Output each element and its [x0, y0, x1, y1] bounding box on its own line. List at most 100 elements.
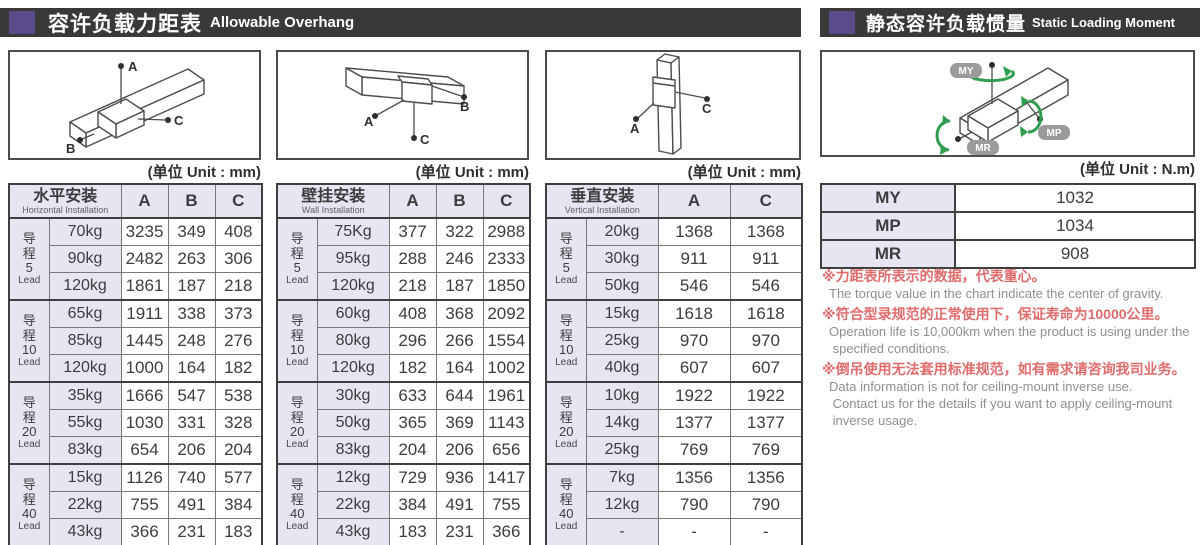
- header-accent-square: [9, 11, 35, 34]
- value-cell: 656: [482, 436, 531, 465]
- value-cell: 1368: [657, 217, 731, 246]
- table-row: 导程 40 Lead 15kg 1126 740 577: [8, 463, 263, 545]
- wall-installation-diagram: A B C: [276, 50, 529, 160]
- load-cell: 95kg: [316, 245, 390, 273]
- moment-table: MY 1032 MP 1034 MR 908: [820, 183, 1196, 269]
- rail-drawing: [69, 68, 205, 148]
- installation-table: 水平安装 Horizontal Installation A B C 导程 5 Lead 70k…: [8, 183, 264, 545]
- table-row: 导程 10 Lead 15kg 1618 1618: [545, 299, 803, 383]
- table-row: 43kg 366 231 183: [9, 518, 263, 545]
- load-cell: 70kg: [48, 217, 122, 246]
- lead-zh-char: 导: [290, 231, 304, 246]
- value-cell: 1961: [482, 381, 531, 410]
- value-cell: 1922: [729, 381, 803, 410]
- table-row: 80kg 296 266 1554: [277, 327, 531, 355]
- value-cell: 373: [214, 299, 263, 328]
- static-moment-table: MY 1032 MP 1034 MR 908: [820, 183, 1196, 269]
- column-header: A: [388, 183, 437, 219]
- header-accent-square: [829, 11, 855, 34]
- lead-zh-char: 导: [290, 313, 304, 328]
- table-header-row: 垂直安装 Vertical Installation A C: [545, 183, 803, 219]
- value-cell: 546: [657, 272, 731, 301]
- installation-name-en: Wall Installation: [301, 204, 365, 215]
- load-cell: 50kg: [316, 409, 390, 437]
- lead-en: Lead: [18, 521, 41, 532]
- note-item: ※力距表所表示的数据，代表重心。 The torque value in the …: [822, 267, 1198, 302]
- value-cell: 547: [167, 381, 216, 410]
- lead-zh-char: 程: [22, 246, 36, 261]
- load-cell: 43kg: [48, 518, 122, 545]
- load-cell: 40kg: [585, 354, 659, 383]
- lead-cell: 导程 5 Lead: [276, 217, 318, 301]
- horizontal-installation-drawing: A B C: [66, 59, 205, 156]
- value-cell: 331: [167, 409, 216, 437]
- lead-zh-char: 导: [22, 477, 36, 492]
- value-cell: 377: [388, 217, 437, 246]
- value-cell: 164: [167, 354, 216, 383]
- static-moment-drawing: MY MP MR: [935, 62, 1070, 155]
- lead-value: 20: [290, 424, 305, 439]
- lead-zh-char: 导: [559, 313, 573, 328]
- installation-name-zh: 水平安装: [33, 187, 98, 205]
- value-cell: 911: [657, 245, 731, 273]
- lead-cell: 导程 5 Lead: [8, 217, 50, 301]
- table-row: 导程 10 Lead 65kg 1911 338 373: [8, 299, 263, 383]
- value-cell: 263: [167, 245, 216, 273]
- value-cell: 368: [435, 299, 484, 328]
- value-cell: 1417: [482, 463, 531, 492]
- note-item: ※倒吊使用无法套用标准规范，如有需求请咨询我司业务。 Data informati…: [822, 360, 1198, 429]
- lead-zh-char: 导: [22, 231, 36, 246]
- value-cell: 266: [435, 327, 484, 355]
- load-cell: 55kg: [48, 409, 122, 437]
- dimension-lines: [637, 91, 706, 119]
- value-cell: 538: [214, 381, 263, 410]
- value-cell: 164: [435, 354, 484, 383]
- value-cell: 408: [214, 217, 263, 246]
- static-moment-diagram: MY MP MR: [820, 50, 1195, 157]
- value-cell: -: [729, 518, 803, 545]
- value-cell: 633: [388, 381, 437, 410]
- installation-name-en: Vertical Installation: [564, 204, 640, 215]
- installation-name-cell: 壁挂安装 Wall Installation: [276, 183, 390, 219]
- value-cell: 276: [214, 327, 263, 355]
- note-text-zh: ※倒吊使用无法套用标准规范，如有需求请咨询我司业务。: [822, 361, 1186, 377]
- lead-value: 10: [22, 342, 37, 357]
- value-cell: 755: [120, 491, 169, 519]
- arrow-heads: [940, 66, 1029, 155]
- value-cell: 2482: [120, 245, 169, 273]
- installation-name-en: Horizontal Installation: [22, 204, 109, 215]
- value-cell: 206: [167, 436, 216, 465]
- horizontal-installation-diagram: A B C: [8, 50, 261, 160]
- value-cell: 654: [120, 436, 169, 465]
- moment-value-cell: 1034: [954, 211, 1196, 241]
- table-row: 50kg 546 546: [546, 272, 803, 301]
- table-row: 导程 10 Lead 60kg 408 368 2092: [276, 299, 531, 383]
- moment-value-cell: 908: [954, 239, 1196, 269]
- table-row: 30kg 911 911: [546, 245, 803, 273]
- value-cell: 1356: [729, 463, 803, 492]
- moment-row: MR 908: [820, 239, 1196, 269]
- load-cell: 10kg: [585, 381, 659, 410]
- point-c-label: C: [174, 113, 184, 128]
- value-cell: 790: [729, 491, 803, 519]
- lead-cell: 导程 20 Lead: [545, 381, 587, 465]
- lead-zh-char: 导: [559, 395, 573, 410]
- table-row: 导程 40 Lead 12kg 729 936 1417: [276, 463, 531, 545]
- left-section-title-zh: 容许负载力距表: [48, 12, 202, 36]
- table-row: 导程 5 Lead 70kg 3235 349 408: [8, 217, 263, 301]
- load-cell: 7kg: [585, 463, 659, 492]
- lead-zh-char: 导: [290, 477, 304, 492]
- note-text-en: Data information is not for ceiling-moun…: [829, 379, 1173, 428]
- wall-installation-drawing: A B C: [345, 67, 469, 147]
- value-cell: 349: [167, 217, 216, 246]
- load-cell: 120kg: [48, 354, 122, 383]
- load-cell: 14kg: [585, 409, 659, 437]
- table-row: 导程 40 Lead 7kg 1356 1356: [545, 463, 803, 545]
- value-cell: 288: [388, 245, 437, 273]
- lead-zh-char: 程: [559, 410, 573, 425]
- left-section-header-bar: 容许负载力距表 Allowable Overhang: [0, 8, 801, 37]
- table-row: 导程 5 Lead 20kg 1368 1368: [545, 217, 803, 301]
- unit-label-nm: (单位 Unit : N.m): [1080, 161, 1195, 178]
- mr-pill-label: MR: [975, 143, 991, 154]
